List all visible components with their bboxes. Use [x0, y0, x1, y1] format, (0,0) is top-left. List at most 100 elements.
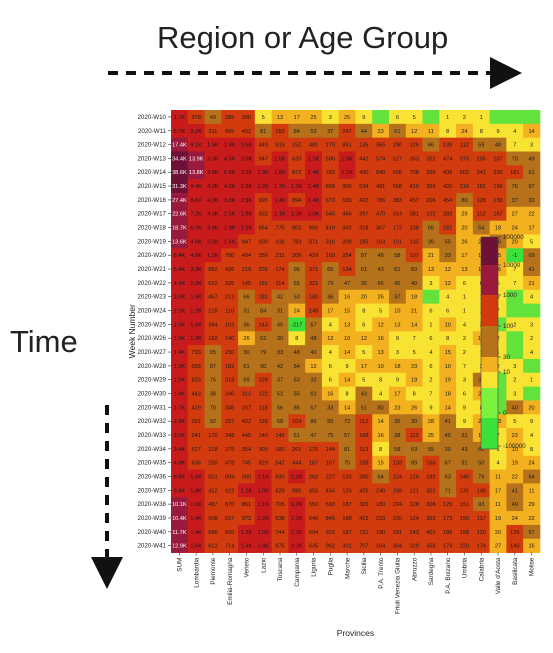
cell-value-label: 371	[309, 267, 318, 273]
heatmap-cell	[254, 110, 273, 125]
cell-value-label: 4.2K	[207, 184, 219, 190]
heatmap-cell	[187, 497, 205, 512]
heatmap-cell	[254, 151, 273, 166]
cell-value-label: 4.4K	[207, 212, 219, 218]
x-tick-label: Friuli Venezia Giulia	[395, 557, 402, 614]
cell-value-label: 363	[426, 516, 435, 522]
heatmap-cell	[422, 123, 440, 139]
cell-value-label: 206	[426, 198, 435, 204]
heatmap-cell	[456, 248, 474, 263]
heatmap-cell	[321, 192, 340, 208]
cell-value-label: 53	[294, 295, 300, 301]
heatmap-cell	[405, 538, 423, 553]
heatmap-cell	[221, 275, 239, 291]
cell-value-label: 24	[512, 226, 518, 232]
cell-value-label: 3	[530, 143, 533, 149]
heatmap-cell	[204, 455, 222, 470]
heatmap-cell	[221, 414, 239, 429]
heatmap-cell	[372, 151, 390, 166]
cell-value-label: 18	[394, 364, 400, 370]
heatmap-cell	[355, 511, 373, 526]
cell-value-label: 64	[528, 475, 534, 481]
heatmap-cell	[355, 220, 373, 235]
heatmap-cell	[305, 538, 323, 553]
heatmap-cell	[187, 192, 205, 208]
heatmap-cell	[171, 414, 189, 429]
cell-value-label: 895	[225, 129, 234, 135]
heatmap-cell	[288, 123, 306, 139]
cell-value-label: 14	[411, 322, 417, 328]
cell-value-label: 2.9K	[241, 198, 253, 204]
cell-value-label: 9.4K	[190, 184, 202, 190]
heatmap-cell	[422, 179, 440, 194]
heatmap-cell	[221, 110, 239, 125]
cell-value-label: 48	[378, 253, 384, 259]
cell-value-label: 69	[528, 253, 534, 259]
cell-value-label: 3.3K	[174, 295, 186, 301]
cell-value-label: 238	[359, 461, 368, 467]
heatmap-cell	[456, 289, 474, 305]
cell-value-label: 4.0K	[190, 253, 202, 259]
cell-value-label: -217	[291, 322, 302, 328]
cell-value-label: 2.1K	[291, 544, 303, 550]
heatmap-cell	[372, 400, 390, 415]
cell-value-label: 181	[443, 226, 452, 232]
cell-value-label: 173	[443, 516, 452, 522]
heatmap-cell	[187, 428, 205, 443]
colorbar-tick-label: -100000	[503, 443, 526, 450]
cell-value-label: 13	[428, 267, 434, 273]
cell-value-label: 43	[461, 447, 467, 453]
cell-value-label: 436	[225, 267, 234, 273]
heatmap-cell	[187, 441, 205, 457]
heatmap-cell	[523, 483, 541, 498]
heatmap-cell	[204, 303, 222, 318]
cell-value-label: 16	[378, 336, 384, 342]
heatmap-cell	[221, 441, 239, 457]
heatmap-cell	[523, 469, 541, 484]
heatmap-cell	[456, 137, 474, 152]
cell-value-label: 167	[493, 212, 502, 218]
heatmap-cell	[422, 275, 440, 291]
cell-value-label: 126	[342, 475, 351, 481]
cell-value-label: 218	[208, 447, 217, 453]
cell-value-label: 383	[393, 198, 402, 204]
heatmap-cell	[439, 400, 457, 415]
cell-value-label: 43	[378, 267, 384, 273]
cell-value-label: 1.5K	[190, 322, 202, 328]
cell-value-label: 1.9K	[241, 212, 253, 218]
cell-value-label: 27.4K	[172, 198, 187, 204]
heatmap-cell	[221, 345, 239, 360]
heatmap-cell	[254, 262, 273, 277]
heatmap-cell	[405, 400, 423, 415]
heatmap-cell	[305, 234, 323, 249]
heatmap-cell	[204, 345, 222, 360]
cell-value-label: 49	[512, 502, 518, 508]
colorbar-tick-label: 100000	[503, 234, 524, 241]
heatmap-cell	[221, 192, 239, 208]
cell-value-label: 636	[191, 461, 200, 467]
cell-value-label: 508	[208, 516, 217, 522]
cell-value-label: 89	[411, 461, 417, 467]
heatmap-cell	[389, 441, 407, 457]
cell-value-label: 2.3K	[190, 281, 202, 287]
cell-value-label: 12	[310, 364, 316, 370]
cell-value-label: 30	[243, 350, 249, 356]
heatmap-cell	[439, 414, 457, 429]
cell-value-label: 13	[277, 115, 283, 121]
heatmap-cell	[238, 262, 256, 277]
cell-value-label: 714	[225, 544, 234, 550]
cell-value-label: 6	[362, 322, 365, 328]
heatmap-cell	[405, 220, 423, 235]
cell-value-label: 1	[496, 447, 499, 453]
heatmap-cell	[171, 206, 189, 222]
y-tick-label: 2020-W26	[137, 335, 166, 342]
cell-value-label: 254	[342, 253, 351, 259]
cell-value-label: 187	[309, 461, 318, 467]
cell-value-label: 430	[359, 170, 368, 176]
cell-value-label: 2	[429, 378, 432, 384]
cell-value-label: 30	[445, 447, 451, 453]
cell-value-label: 12	[445, 267, 451, 273]
cell-value-label: 122	[259, 392, 268, 398]
heatmap-cell	[321, 524, 340, 540]
